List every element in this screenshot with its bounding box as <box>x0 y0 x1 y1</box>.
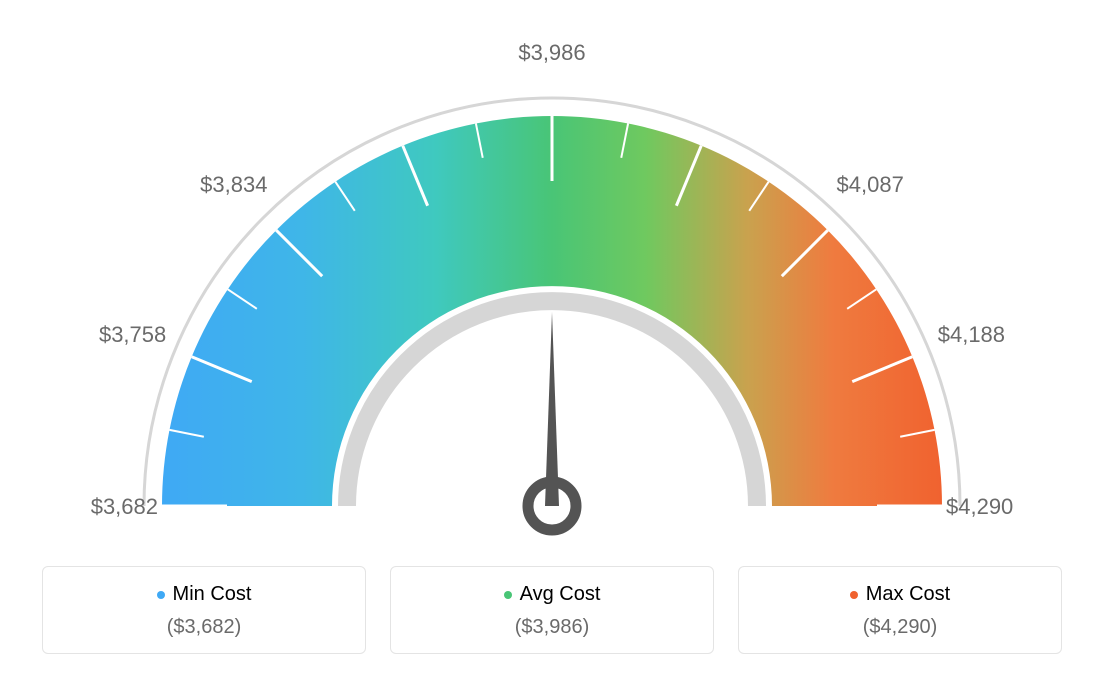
legend-min-value: ($3,682) <box>55 616 353 639</box>
legend-avg: Avg Cost ($3,986) <box>390 566 714 654</box>
legend-avg-value: ($3,986) <box>403 616 701 639</box>
gauge-chart: $3,682 $3,758 $3,834 $3,986 $4,087 $4,188 $4,2… <box>20 36 1084 556</box>
gauge-tick-label: $3,986 <box>518 40 585 65</box>
legend-min-title: Min Cost <box>157 583 252 606</box>
gauge-tick-label: $3,834 <box>200 172 267 197</box>
gauge-tick-label: $4,290 <box>946 494 1013 519</box>
gauge-tick-label: $4,188 <box>938 322 1005 347</box>
legend-max-title: Max Cost <box>850 583 950 606</box>
gauge-tick-label: $3,682 <box>91 494 158 519</box>
gauge-svg: $3,682 $3,758 $3,834 $3,986 $4,087 $4,188 $4,2… <box>20 36 1084 556</box>
dot-icon <box>850 591 858 599</box>
legend-min-label: Min Cost <box>173 583 252 606</box>
legend-avg-label: Avg Cost <box>520 583 601 606</box>
legend-avg-title: Avg Cost <box>504 583 601 606</box>
dot-icon <box>504 591 512 599</box>
legend-max-label: Max Cost <box>866 583 950 606</box>
legend-max-value: ($4,290) <box>751 616 1049 639</box>
legend-min: Min Cost ($3,682) <box>42 566 366 654</box>
dot-icon <box>157 591 165 599</box>
gauge-tick-label: $4,087 <box>837 172 904 197</box>
legend-max: Max Cost ($4,290) <box>738 566 1062 654</box>
gauge-tick-label: $3,758 <box>99 322 166 347</box>
legend-row: Min Cost ($3,682) Avg Cost ($3,986) Max … <box>42 566 1062 654</box>
